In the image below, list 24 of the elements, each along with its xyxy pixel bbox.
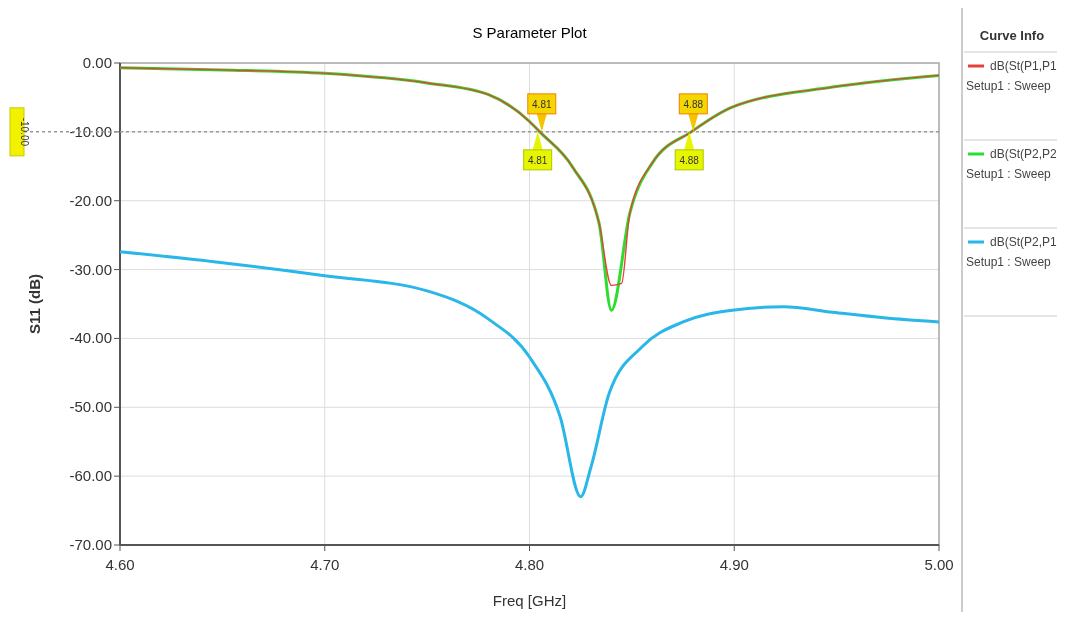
x-axis-title: Freq [GHz]	[492, 592, 567, 609]
legend-title: Curve Info	[979, 28, 1045, 43]
legend-label: dB(St(P2,P1 Setup1 : Sweep	[966, 235, 1058, 269]
annotation: 4.88	[679, 154, 700, 166]
legend-label: dB(St(P2,P2 Setup1 : Sweep	[966, 147, 1058, 181]
ref-line-label: -10.00	[19, 117, 30, 147]
x-tick-label: 4.60	[105, 556, 135, 573]
y-tick-label: -40.00	[69, 329, 112, 347]
chart-title: S Parameter Plot	[472, 24, 588, 41]
y-axis-title: S11 (dB)	[26, 273, 43, 335]
y-tick-label: -20.00	[69, 191, 112, 209]
y-tick-label: -50.00	[69, 398, 112, 416]
x-tick-label: 4.80	[514, 556, 545, 573]
annotation: 4.81	[527, 154, 548, 166]
x-tick-label: 4.90	[719, 556, 749, 573]
annotation: 4.81	[532, 98, 552, 110]
x-tick-label: 4.70	[310, 556, 340, 573]
y-tick-label: 0.00	[82, 54, 112, 71]
y-tick-label: -30.00	[69, 260, 112, 278]
legend-label: dB(St(P1,P1 Setup1 : Sweep	[966, 59, 1058, 93]
y-tick-label: -70.00	[69, 536, 112, 553]
y-tick-label: -60.00	[69, 467, 112, 485]
x-tick-label: 5.00	[924, 556, 954, 573]
annotation: 4.88	[683, 98, 704, 110]
